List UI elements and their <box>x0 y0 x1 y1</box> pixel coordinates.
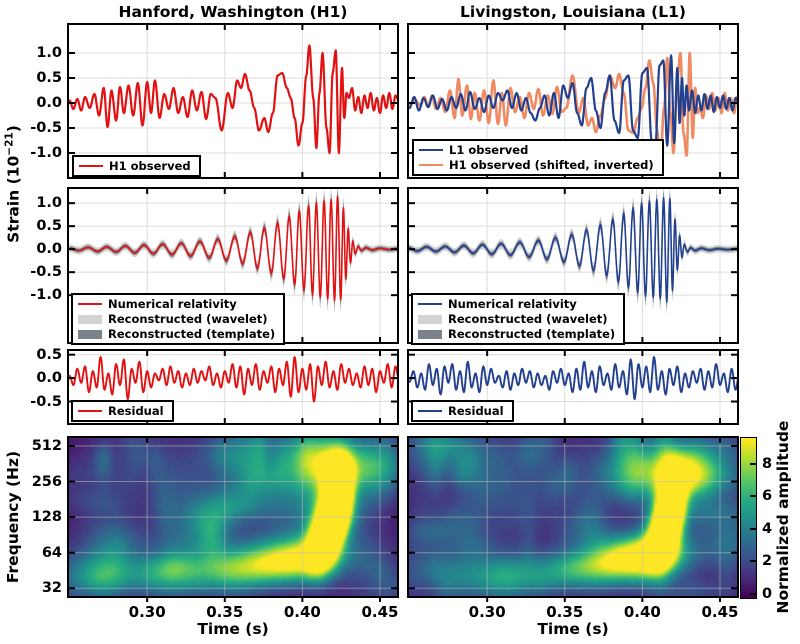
strain-axis-label: Strain (10−21) <box>3 125 22 243</box>
time-tick-label: 0.40 <box>623 603 661 621</box>
legend-h1-model: Numerical relativity Reconstructed (wave… <box>71 293 286 345</box>
time-tick-label: 0.45 <box>701 603 739 621</box>
legend-entry-label: Reconstructed (wavelet) <box>108 312 268 326</box>
legend-patch-swatch <box>418 329 442 339</box>
y-tick-label: -0.5 <box>30 264 62 281</box>
frequency-axis-label: Frequency (Hz) <box>4 450 22 584</box>
legend-entry-label: Numerical relativity <box>448 297 577 311</box>
colorbar-tick <box>750 495 756 498</box>
time-tick-label: 0.45 <box>361 603 399 621</box>
legend-entry: Reconstructed (wavelet) <box>418 312 615 326</box>
time-tick-label: 0.30 <box>468 603 506 621</box>
legend-entry: Numerical relativity <box>418 297 615 311</box>
legend-entry: Reconstructed (template) <box>78 327 275 341</box>
y-tick-label: -1.0 <box>30 287 62 304</box>
time-tick-label: 0.40 <box>283 603 321 621</box>
legend-entry-label: Reconstructed (template) <box>448 327 616 341</box>
colorbar-tick <box>750 462 756 465</box>
legend-entry-label: H1 observed <box>109 159 191 173</box>
panel-l1-spectrogram-axes <box>407 436 739 602</box>
legend-patch-swatch <box>78 329 102 339</box>
colorbar <box>740 437 757 599</box>
legend-entry: H1 observed (shifted, inverted) <box>419 158 654 172</box>
y-tick-label: 0.0 <box>36 370 62 387</box>
legend-entry: Reconstructed (wavelet) <box>78 312 275 326</box>
colorbar-tick <box>750 527 756 530</box>
legend-entry-label: Numerical relativity <box>108 297 237 311</box>
legend-line-swatch <box>78 302 102 306</box>
legend-line-swatch <box>419 148 443 152</box>
legend-entry-label: Reconstructed (wavelet) <box>448 312 608 326</box>
legend-entry: Residual <box>418 404 504 418</box>
time-tick-label: 0.35 <box>546 603 584 621</box>
legend-entry: H1 observed <box>79 159 191 173</box>
legend-entry: L1 observed <box>419 143 654 157</box>
y-tick-label: 0.5 <box>36 70 62 86</box>
y-tick-label: 0.5 <box>36 346 62 363</box>
time-tick-label: 0.30 <box>128 603 166 621</box>
legend-line-swatch <box>418 302 442 306</box>
colorbar-label: Normalized amplitude <box>774 420 792 614</box>
colorbar-tick <box>750 560 756 563</box>
y-tick-label: -0.5 <box>30 393 62 410</box>
legend-line-swatch <box>418 409 442 413</box>
column-title-hanford: Hanford, Washington (H1) <box>118 3 348 21</box>
legend-entry: Residual <box>78 404 164 418</box>
strain-axis-label-suffix: ) <box>4 125 23 133</box>
time-axis-label-left: Time (s) <box>197 620 269 638</box>
legend-line-swatch <box>419 163 443 167</box>
legend-h1-residual: Residual <box>71 400 174 422</box>
legend-entry: Reconstructed (template) <box>418 327 615 341</box>
legend-l1-model: Numerical relativity Reconstructed (wave… <box>411 293 626 345</box>
legend-entry-label: Reconstructed (template) <box>108 327 276 341</box>
column-title-livingston: Livingston, Louisiana (L1) <box>460 3 686 21</box>
strain-axis-label-exponent: −21 <box>3 132 16 156</box>
panel-l1-residual <box>407 349 739 425</box>
legend-entry: Numerical relativity <box>78 297 275 311</box>
y-tick-label: 0.0 <box>36 241 62 258</box>
legend-line-swatch <box>78 409 102 413</box>
legend-patch-swatch <box>418 314 442 324</box>
legend-entry-label: Residual <box>448 404 504 418</box>
time-tick-label: 0.35 <box>206 603 244 621</box>
legend-entry-label: L1 observed <box>449 143 529 157</box>
legend-entry-label: Residual <box>108 404 164 418</box>
panel-h1-residual <box>67 349 399 425</box>
panel-h1-observed <box>67 23 399 179</box>
legend-l1-observed: L1 observed H1 observed (shifted, invert… <box>412 139 664 176</box>
legend-h1-observed: H1 observed <box>72 155 201 177</box>
legend-l1-residual: Residual <box>411 400 514 422</box>
colorbar-tick <box>750 593 756 595</box>
y-tick-label: 0.0 <box>36 95 62 111</box>
panel-h1-spectrogram-axes <box>67 436 399 602</box>
strain-axis-label-prefix: Strain (10 <box>4 155 23 243</box>
time-axis-label-right: Time (s) <box>537 620 609 638</box>
legend-line-swatch <box>79 164 103 168</box>
y-tick-label: 1.0 <box>36 45 62 61</box>
legend-patch-swatch <box>78 314 102 324</box>
legend-entry-label: H1 observed (shifted, inverted) <box>449 158 654 172</box>
